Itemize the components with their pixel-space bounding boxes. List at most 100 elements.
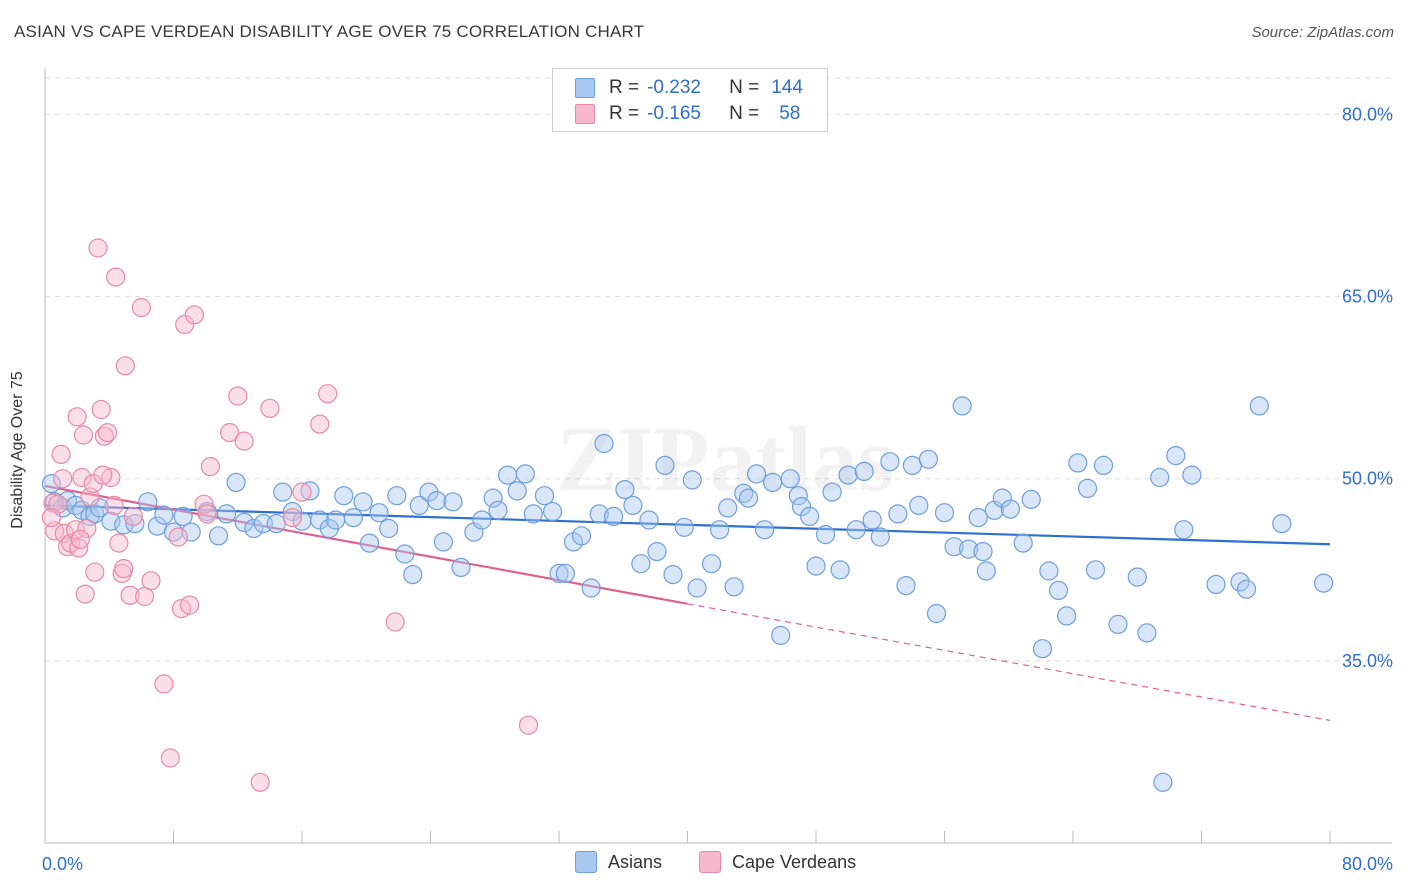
data-point (992, 488, 1012, 508)
data-point (234, 512, 254, 533)
legend-n-label: N = (729, 103, 760, 124)
data-point (902, 455, 923, 475)
data-point (498, 465, 518, 485)
data-point (359, 533, 380, 553)
legend-r-value: -0.165 (647, 103, 701, 124)
data-point (1000, 499, 1021, 519)
data-point (104, 495, 124, 515)
data-point (451, 557, 471, 578)
data-point (958, 539, 979, 559)
data-point (1182, 465, 1202, 485)
data-point (815, 524, 836, 545)
data-point (318, 384, 338, 404)
legend-r-label: R = (609, 103, 640, 124)
data-point (131, 297, 151, 318)
legend-row-asians: R = -0.232 N = 144 (575, 76, 803, 100)
data-point (97, 423, 118, 443)
data-point (888, 504, 908, 524)
data-point (109, 533, 129, 553)
data-point (603, 506, 624, 527)
data-point (806, 556, 826, 576)
legend-swatch-asians (575, 851, 597, 873)
data-point (1174, 520, 1194, 540)
data-point (830, 560, 850, 580)
data-point (687, 578, 707, 598)
data-point (369, 503, 389, 523)
data-point (300, 481, 320, 501)
data-point (1085, 560, 1106, 580)
data-point (1230, 572, 1250, 592)
data-point (89, 498, 110, 518)
data-point (709, 520, 730, 540)
data-point (518, 715, 539, 735)
data-point (114, 558, 134, 579)
data-points (41, 238, 1334, 792)
data-point (1272, 513, 1292, 534)
data-point (387, 486, 407, 506)
data-point (353, 492, 373, 512)
data-point (1236, 579, 1257, 599)
data-point (175, 314, 195, 335)
data-point (1056, 606, 1077, 626)
data-point (260, 398, 280, 418)
data-point (1166, 446, 1186, 466)
data-point (266, 513, 286, 534)
data-point (443, 492, 463, 512)
data-point (200, 457, 220, 477)
data-point (870, 527, 890, 547)
data-point (310, 414, 330, 434)
x-tick-label-right: 80.0% (1342, 854, 1393, 874)
chart-title: ASIAN VS CAPE VERDEAN DISABILITY AGE OVE… (14, 22, 645, 41)
y-tick-label: 65.0% (1342, 287, 1393, 307)
data-point (507, 481, 527, 501)
data-point (273, 482, 293, 502)
data-point (1137, 623, 1157, 643)
data-point (1032, 639, 1053, 659)
data-point (1108, 614, 1128, 635)
data-point (101, 511, 121, 531)
data-point (623, 495, 643, 515)
data-point (571, 526, 592, 546)
data-point (120, 585, 140, 605)
data-point (549, 563, 569, 584)
legend-r-value: -0.232 (647, 77, 701, 98)
data-point (718, 498, 738, 518)
legend-item-asians[interactable]: Asians (575, 851, 662, 873)
data-point (326, 510, 346, 530)
data-point (909, 495, 929, 515)
data-point (896, 575, 916, 596)
data-point (791, 497, 812, 517)
data-point (1313, 573, 1334, 593)
data-point (1039, 561, 1059, 581)
data-point (53, 469, 73, 489)
data-point (75, 584, 95, 604)
legend-swatch-cape-verdeans (699, 851, 721, 873)
trend-lines (44, 484, 1331, 721)
data-point (483, 488, 503, 508)
data-point (862, 510, 882, 530)
data-point (976, 561, 996, 581)
legend-label-asians: Asians (608, 851, 663, 872)
data-point (234, 431, 254, 451)
x-tick-label-left: 0.0% (42, 854, 83, 874)
data-point (115, 356, 135, 376)
data-point (682, 470, 702, 490)
data-point (433, 532, 453, 552)
data-point (1077, 478, 1098, 498)
data-point (216, 504, 237, 524)
data-point (746, 464, 767, 484)
data-point (973, 541, 993, 562)
data-point (838, 465, 858, 485)
data-point (226, 472, 246, 492)
data-point (141, 571, 161, 591)
data-point (555, 563, 576, 584)
data-point (123, 506, 143, 527)
data-point (94, 426, 115, 446)
series-asians (41, 396, 1334, 792)
data-point (780, 469, 800, 489)
legend-item-cape-verdeans[interactable]: Cape Verdeans (699, 851, 856, 873)
data-point (427, 491, 447, 511)
data-point (244, 518, 264, 539)
data-point (788, 486, 808, 506)
